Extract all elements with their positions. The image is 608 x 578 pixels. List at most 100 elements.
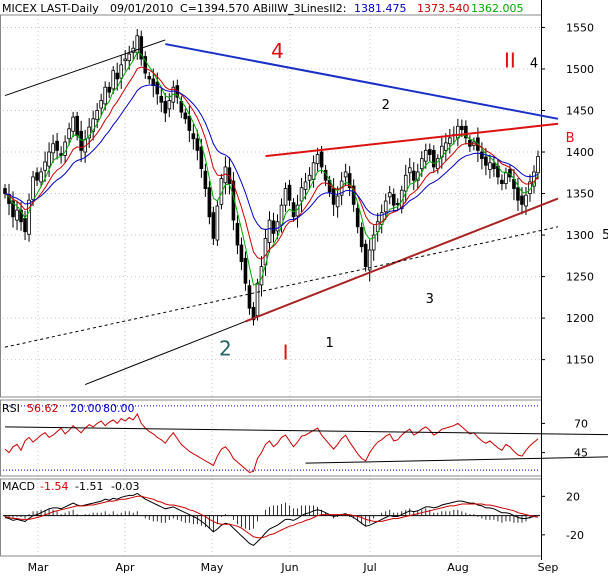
- price-tick-label-1450: 1450: [566, 105, 594, 118]
- trendline-dashed-support[interactable]: [4, 226, 559, 348]
- candle-body-71: [287, 184, 292, 201]
- candle-body-45: [183, 112, 188, 120]
- indicator-value-1: 1381.475: [354, 2, 407, 15]
- x-tick-label-aug: Aug: [447, 561, 468, 574]
- price-panel-frame: [0, 14, 542, 398]
- candle-body-31: [127, 53, 132, 62]
- candle-body-23: [95, 110, 99, 121]
- wave-label-9: I: [283, 341, 289, 365]
- candle-body-3: [15, 209, 19, 221]
- indicator-value-2: 1373.540: [417, 2, 470, 15]
- x-tick-label-jul: Jul: [362, 561, 376, 574]
- candle-body-108: [436, 158, 440, 170]
- wave-label-0: 4: [271, 39, 284, 63]
- candle-body-36: [147, 76, 152, 80]
- wave-label-7: 1: [325, 336, 333, 351]
- macd-panel[interactable]: [3, 492, 540, 546]
- rsi-channel-line-0: [4, 426, 608, 436]
- candle-body-91: [367, 249, 372, 271]
- candle-body-111: [448, 137, 452, 145]
- rsi-panel[interactable]: [4, 412, 608, 474]
- trendline-long-channel-bottom[interactable]: [84, 320, 246, 386]
- price-tick-label-1150: 1150: [566, 354, 594, 367]
- price-panel[interactable]: [3, 29, 559, 386]
- wave-label-3: 2: [382, 98, 390, 113]
- candle-body-41: [167, 100, 172, 110]
- candle-body-105: [423, 149, 428, 162]
- annotations: 4II42B5312IIII: [219, 39, 608, 365]
- candle-body-115: [464, 125, 468, 139]
- candle-body-116: [468, 139, 472, 147]
- candle-body-50: [203, 170, 208, 189]
- candle-body-85: [343, 171, 348, 178]
- trendline-long-channel-top[interactable]: [4, 39, 166, 97]
- candle-body-19: [79, 130, 83, 151]
- candle-body-52: [211, 212, 216, 239]
- grid-lines: [3, 15, 541, 556]
- candle-body-92: [371, 234, 376, 251]
- trendline-triangle-bottom[interactable]: [245, 197, 559, 323]
- candle-body-11: [47, 151, 51, 167]
- candle-body-24: [99, 100, 103, 109]
- candle-body-2: [11, 200, 15, 218]
- candle-body-96: [387, 192, 392, 198]
- candle-body-28: [115, 72, 120, 80]
- chart-date-label: 09/01/2010: [110, 2, 173, 15]
- rsi-line: [4, 412, 539, 474]
- candle-body-51: [207, 187, 212, 218]
- candle-body-124: [500, 179, 504, 184]
- wave-label-8: 2: [219, 336, 232, 360]
- candle-body-82: [331, 188, 336, 205]
- price-tick-label-1400: 1400: [566, 146, 594, 159]
- candle-body-67: [271, 220, 276, 234]
- x-tick-label-jun: Jun: [280, 561, 298, 574]
- candle-body-12: [51, 143, 55, 154]
- x-tick-label-mar: Mar: [28, 561, 49, 574]
- candle-body-70: [283, 188, 288, 206]
- candle-body-22: [91, 118, 95, 132]
- candle-body-62: [251, 306, 256, 321]
- candle-body-86: [347, 173, 352, 189]
- candle-body-37: [151, 78, 156, 86]
- trendline-triangle-top[interactable]: [265, 122, 559, 158]
- macd-value-2: -1.51: [75, 480, 103, 493]
- candle-body-60: [243, 257, 248, 284]
- chart-symbol-label: MICEX LAST-Daily: [2, 2, 99, 15]
- trendline-upper-resistance[interactable]: [165, 43, 559, 120]
- rsi-label: RSI: [2, 402, 20, 415]
- candle-body-16: [67, 128, 71, 140]
- candle-body-29: [119, 64, 124, 79]
- candle-body-7: [31, 176, 35, 200]
- wave-label-2: 4: [530, 56, 538, 71]
- rsi-value: 56.62: [27, 402, 59, 415]
- candle-body-59: [239, 244, 244, 263]
- candle-body-6: [27, 199, 31, 235]
- indicator-name-label: ABillW_3LinesII2:: [253, 2, 346, 15]
- candle-body-83: [335, 195, 340, 208]
- wave-label-5: 5: [602, 228, 608, 243]
- candle-body-48: [195, 138, 200, 151]
- candle-body-68: [275, 221, 280, 232]
- candle-body-30: [123, 58, 128, 62]
- rsi-tick-label-45: 45: [574, 447, 588, 460]
- candle-body-104: [419, 158, 424, 170]
- price-tick-label-1350: 1350: [566, 188, 594, 201]
- candle-body-106: [427, 149, 432, 155]
- candle-body-89: [359, 227, 364, 248]
- rsi-channel-line-1: [305, 456, 608, 464]
- candle-body-47: [191, 133, 196, 140]
- candle-body-113: [456, 125, 460, 139]
- candle-body-90: [363, 243, 368, 268]
- macd-label: MACD: [2, 480, 35, 493]
- candle-body-53: [215, 205, 220, 241]
- candle-body-100: [403, 174, 408, 192]
- price-tick-label-1200: 1200: [566, 312, 594, 325]
- candle-body-76: [307, 174, 312, 181]
- candle-body-74: [299, 187, 304, 202]
- candle-body-39: [159, 95, 164, 103]
- wave-label-4: B: [566, 131, 575, 146]
- candle-body-102: [411, 170, 416, 181]
- macd-tick-label--20: -20: [566, 529, 584, 542]
- candle-body-58: [235, 223, 240, 246]
